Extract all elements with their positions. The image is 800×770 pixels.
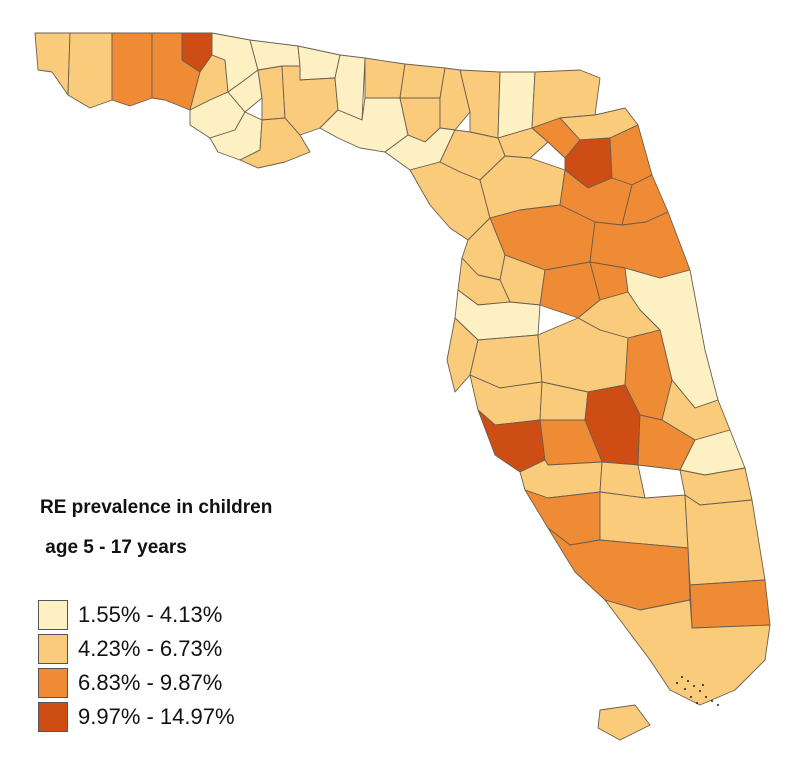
county-miami-dade xyxy=(604,599,771,706)
county-escambia xyxy=(34,32,71,96)
county-broward xyxy=(689,579,771,629)
legend-swatch xyxy=(38,634,68,664)
county-baker xyxy=(497,71,536,139)
county-liberty xyxy=(257,65,286,121)
county-palm-beach xyxy=(684,494,766,586)
legend-swatch xyxy=(38,668,68,698)
legend-label: 1.55% - 4.13% xyxy=(78,602,223,627)
legend-swatch xyxy=(38,600,68,630)
county-hamilton xyxy=(399,63,446,99)
county-hendry xyxy=(599,491,689,549)
legend-title-line1: RE prevalence in children xyxy=(40,497,273,518)
county-gadsden xyxy=(249,39,301,71)
legend-swatch xyxy=(38,702,68,732)
legend-label: 9.97% - 14.97% xyxy=(78,704,235,729)
county-monroe xyxy=(597,704,651,741)
legend-label: 4.23% - 6.73% xyxy=(78,636,223,661)
county-leon xyxy=(297,45,341,81)
county-santa-rosa xyxy=(67,32,113,109)
county-madison xyxy=(364,57,406,99)
county-okaloosa xyxy=(111,32,153,107)
legend-title-line2: age 5 - 17 years xyxy=(40,537,187,558)
legend-label: 6.83% - 9.87% xyxy=(78,670,223,695)
county-lee xyxy=(524,489,601,546)
